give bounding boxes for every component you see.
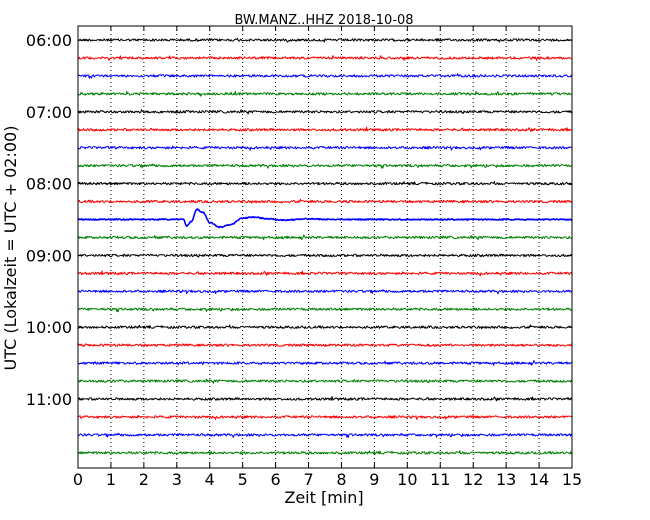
trace-line xyxy=(77,360,573,366)
y-tick-label: 10:00 xyxy=(26,318,72,337)
x-tick-label: 6 xyxy=(271,470,281,489)
y-tick-label: 07:00 xyxy=(26,103,72,122)
trace-line xyxy=(77,270,573,277)
x-tick-label: 5 xyxy=(238,470,248,489)
x-tick-label: 2 xyxy=(139,470,149,489)
plot-frame xyxy=(77,25,573,469)
x-tick-label: 8 xyxy=(336,470,346,489)
trace-line xyxy=(77,343,573,348)
x-tick-label: 3 xyxy=(172,470,182,489)
x-tick-label: 10 xyxy=(397,470,417,489)
trace-line xyxy=(77,324,573,330)
trace-line xyxy=(77,180,573,186)
axis-ticks: 0 1 2 3 4 5 6 7 8 9 10 11 12 13 14 1506:0007:0008:0009:… xyxy=(26,26,582,489)
x-tick-label: 13 xyxy=(496,470,516,489)
trace-line xyxy=(77,450,573,455)
y-tick-label: 06:00 xyxy=(26,31,72,50)
trace-line xyxy=(77,253,573,258)
trace-line xyxy=(77,378,573,384)
trace-line xyxy=(77,163,573,169)
trace-line xyxy=(77,73,573,79)
trace-line xyxy=(77,109,573,115)
x-tick-label: 7 xyxy=(303,470,313,489)
trace-line xyxy=(77,307,573,313)
event-trace xyxy=(77,208,573,229)
x-tick-label: 0 xyxy=(73,470,83,489)
chart-title: BW.MANZ..HHZ 2018-10-08 xyxy=(234,13,413,28)
x-tick-label: 11 xyxy=(430,470,450,489)
y-tick-label: 08:00 xyxy=(26,175,72,194)
trace-line xyxy=(77,432,573,438)
trace-line xyxy=(77,90,573,97)
y-tick-label: 09:00 xyxy=(26,246,72,265)
trace-line xyxy=(77,414,573,420)
x-tick-label: 12 xyxy=(463,470,483,489)
y-axis-label: UTC (Lokalzeit = UTC + 02:00) xyxy=(1,126,20,371)
x-tick-label: 14 xyxy=(529,470,549,489)
trace-line xyxy=(77,126,573,133)
x-tick-label: 1 xyxy=(106,470,116,489)
trace-line xyxy=(77,234,573,241)
grid-lines xyxy=(110,26,540,468)
x-tick-label: 9 xyxy=(369,470,379,489)
x-tick-label: 4 xyxy=(205,470,215,489)
trace-line xyxy=(77,198,573,204)
seismogram-traces xyxy=(77,37,573,455)
x-axis-label: Zeit [min] xyxy=(284,488,363,507)
trace-line xyxy=(77,37,573,43)
trace-line xyxy=(77,55,573,62)
x-tick-label: 15 xyxy=(562,470,582,489)
trace-line xyxy=(77,396,573,402)
trace-line xyxy=(77,289,573,295)
y-tick-label: 11:00 xyxy=(26,390,72,409)
trace-line xyxy=(77,145,573,151)
